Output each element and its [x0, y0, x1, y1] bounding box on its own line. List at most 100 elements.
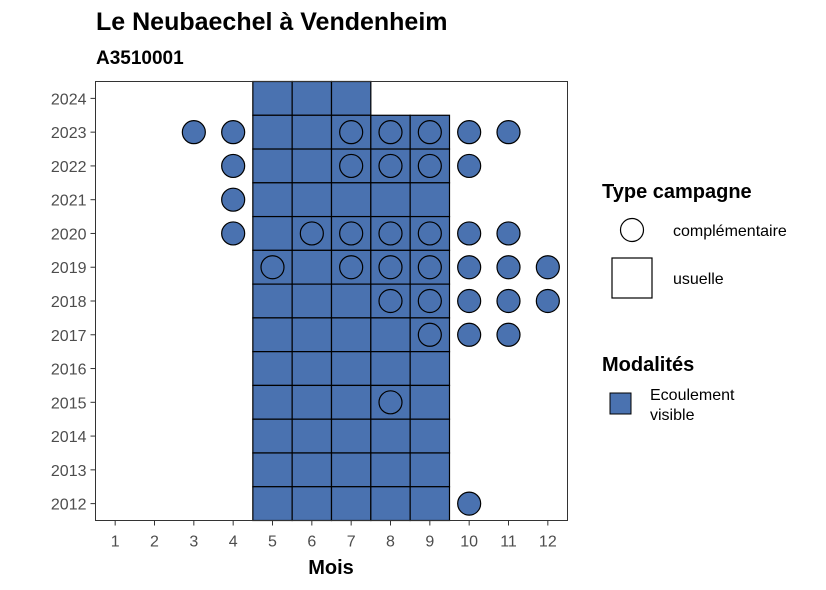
complementaire-point-2018-10 [457, 288, 482, 314]
legend-complementaire-label: complémentaire [673, 223, 787, 240]
x-tick-label-3: 3 [189, 534, 198, 551]
usuelle-cell-2012-7 [330, 486, 372, 522]
x-tick-label-10: 10 [460, 534, 478, 551]
complementaire-point-2021-4 [221, 187, 246, 212]
legend-usuelle-label: usuelle [673, 271, 724, 288]
legend-shape-title: Type campagne [602, 181, 752, 203]
legend-circle-key [619, 217, 645, 243]
complementaire-point-2019-10 [457, 255, 482, 280]
complementaire-point-2012-10 [457, 491, 482, 516]
usuelle-cell-2022-5 [252, 148, 293, 184]
usuelle-cell-2015-7 [330, 384, 372, 420]
usuelle-cell-2021-5 [252, 182, 293, 218]
x-tick-label-12: 12 [539, 534, 557, 551]
x-tick-label-6: 6 [307, 534, 316, 551]
usuelle-cell-2015-9 [409, 384, 451, 420]
complementaire-points-group [181, 120, 560, 516]
complementaire-point-2023-7 [339, 120, 364, 145]
legend-ecoulement-label-line1: Ecoulement [650, 387, 735, 404]
complementaire-point-2023-8 [378, 120, 403, 145]
complementaire-point-2019-12 [535, 255, 560, 280]
usuelle-cell-2017-6 [291, 317, 333, 353]
y-tick-label-2014: 2014 [51, 429, 87, 446]
x-tick-label-5: 5 [268, 534, 277, 551]
legend-fill-title: Modalités [602, 354, 694, 376]
usuelle-cell-2016-9 [409, 351, 451, 387]
usuelle-cell-2024-5 [252, 80, 293, 116]
usuelle-cell-2013-5 [252, 452, 293, 488]
y-tick-label-2019: 2019 [51, 260, 87, 277]
chart-subtitle: A3510001 [96, 48, 184, 69]
usuelle-cell-2014-9 [409, 418, 451, 454]
usuelle-cell-2018-6 [291, 283, 333, 319]
usuelle-cell-2021-6 [291, 182, 333, 218]
complementaire-point-2020-10 [457, 221, 482, 246]
usuelle-cell-2014-6 [291, 418, 333, 454]
usuelle-cell-2017-5 [252, 317, 293, 353]
complementaire-point-2018-12 [535, 288, 560, 314]
complementaire-point-2019-8 [378, 255, 403, 280]
x-tick-label-4: 4 [229, 534, 238, 551]
complementaire-point-2023-9 [417, 120, 442, 145]
usuelle-cell-2012-5 [252, 486, 293, 522]
usuelle-cell-2023-5 [252, 114, 293, 150]
y-tick-label-2012: 2012 [51, 497, 87, 514]
usuelle-cell-2014-5 [252, 418, 293, 454]
x-tick-label-8: 8 [386, 534, 395, 551]
complementaire-point-2023-4 [221, 120, 246, 145]
y-tick-label-2020: 2020 [51, 226, 87, 243]
complementaire-point-2020-9 [417, 221, 442, 246]
complementaire-point-2019-7 [339, 255, 364, 280]
usuelle-cell-2016-7 [330, 351, 372, 387]
usuelle-cell-2017-7 [330, 317, 372, 353]
complementaire-point-2017-11 [496, 322, 521, 347]
y-tick-label-2013: 2013 [51, 463, 87, 480]
usuelle-cell-2013-8 [370, 452, 411, 488]
complementaire-point-2020-8 [378, 221, 403, 246]
complementaire-point-2019-5 [260, 255, 285, 280]
legend-square-key [611, 257, 653, 299]
y-tick-label-2017: 2017 [51, 328, 87, 345]
complementaire-point-2018-11 [496, 288, 521, 314]
usuelle-cell-2024-6 [291, 80, 333, 116]
usuelle-cell-2020-5 [252, 215, 293, 251]
complementaire-point-2022-4 [221, 153, 246, 179]
usuelle-cell-2022-6 [291, 148, 333, 184]
usuelle-cell-2013-6 [291, 452, 333, 488]
usuelle-cell-2024-7 [330, 80, 372, 116]
usuelle-cell-2013-7 [330, 452, 372, 488]
usuelle-cell-2016-5 [252, 351, 293, 387]
usuelle-cell-2012-8 [370, 486, 411, 522]
usuelle-cell-2017-8 [370, 317, 411, 353]
usuelle-cell-2021-7 [330, 182, 372, 218]
y-tick-label-2022: 2022 [51, 159, 87, 176]
y-tick-label-2024: 2024 [51, 91, 87, 108]
y-tick-label-2016: 2016 [51, 362, 87, 379]
complementaire-point-2015-8 [378, 390, 403, 415]
complementaire-point-2022-9 [417, 153, 442, 179]
x-tick-label-7: 7 [347, 534, 356, 551]
complementaire-point-2018-8 [378, 288, 403, 314]
x-axis-title: Mois [308, 557, 354, 579]
y-tick-label-2018: 2018 [51, 294, 87, 311]
usuelle-cell-2021-8 [370, 182, 411, 218]
complementaire-point-2017-10 [457, 322, 482, 347]
legend-shape: Type campagne complémentaire usuelle [602, 181, 787, 299]
complementaire-point-2020-6 [299, 221, 324, 246]
usuelle-cell-2018-7 [330, 283, 372, 319]
usuelle-cell-2016-8 [370, 351, 411, 387]
x-tick-label-11: 11 [500, 534, 517, 551]
usuelle-cells-group [252, 80, 451, 522]
y-tick-label-2021: 2021 [51, 193, 87, 210]
usuelle-cell-2012-9 [409, 486, 451, 522]
complementaire-point-2022-8 [378, 153, 403, 179]
y-axis: 2024 2023 2022 2021 2020 2019 2018 2017 2016 2015… [51, 91, 96, 514]
complementaire-point-2023-11 [496, 120, 521, 145]
chart-title: Le Neubaechel à Vendenheim [96, 8, 448, 36]
usuelle-cell-2016-6 [291, 351, 333, 387]
x-tick-label-9: 9 [425, 534, 434, 551]
legend-fill: Modalités Ecoulement visible [602, 354, 735, 424]
usuelle-cell-2014-8 [370, 418, 411, 454]
x-axis: 1 2 3 4 5 6 7 8 9 10 11 12 [111, 520, 557, 551]
